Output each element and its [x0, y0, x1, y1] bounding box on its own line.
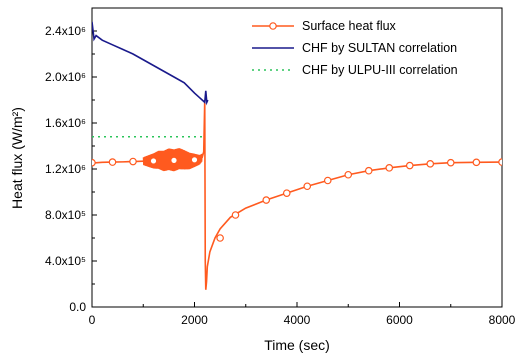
surface-heat-flux-point: [129, 157, 137, 166]
legend-label: Surface heat flux: [302, 19, 397, 33]
sultan-chf-line: [92, 21, 209, 106]
heat-flux-oscillation: [142, 148, 203, 172]
surface-heat-flux-point: [426, 160, 435, 168]
surface-heat-flux-point: [498, 158, 502, 166]
y-tick-label: 8.0x10⁵: [45, 208, 86, 222]
y-tick-label: 2.4x10⁶: [45, 24, 86, 38]
surface-heat-flux-point: [405, 161, 414, 170]
x-tick-label: 6000: [386, 313, 413, 327]
legend-label: CHF by SULTAN correlation: [302, 41, 457, 55]
surface-heat-flux-point: [170, 156, 178, 165]
surface-heat-flux-line: [92, 99, 502, 290]
x-tick-label: 2000: [181, 313, 208, 327]
surface-heat-flux-point: [92, 158, 96, 167]
x-tick-label: 8000: [489, 313, 516, 327]
surface-heat-flux-point: [149, 157, 158, 165]
surface-heat-flux-point: [108, 158, 117, 166]
series-layer: [92, 21, 502, 290]
y-tick-label: 0.0: [69, 300, 86, 314]
surface-heat-flux-point: [231, 211, 240, 219]
y-tick-label: 1.6x10⁶: [45, 116, 86, 130]
x-axis: 0 2000 4000 6000 8000: [89, 302, 516, 327]
legend-item: CHF by ULPU-III correlation: [252, 63, 458, 77]
surface-heat-flux-point: [282, 189, 291, 197]
x-axis-title: Time (sec): [264, 337, 330, 353]
y-tick-label: 1.2x10⁶: [45, 162, 86, 176]
surface-heat-flux-point: [323, 176, 332, 185]
y-axis-title: Heat flux (W/m²): [9, 107, 25, 209]
y-tick-label: 4.0x10⁵: [45, 254, 86, 268]
surface-heat-flux-point: [216, 234, 224, 242]
x-tick-label: 4000: [284, 313, 311, 327]
x-tick-label: 0: [89, 313, 96, 327]
series-1: [92, 21, 209, 106]
y-tick-label: 2.0x10⁶: [45, 70, 86, 84]
surface-heat-flux-point: [385, 164, 394, 172]
surface-heat-flux-point: [303, 182, 312, 191]
surface-heat-flux-point: [262, 196, 271, 204]
legend-label: CHF by ULPU-III correlation: [302, 63, 458, 77]
surface-heat-flux-point: [364, 166, 373, 175]
legend-marker: [269, 22, 277, 30]
surface-heat-flux-point: [472, 158, 481, 167]
surface-heat-flux-point: [446, 158, 455, 167]
surface-heat-flux-point: [344, 170, 353, 179]
series-0: [92, 99, 502, 290]
y-axis: 0.0 4.0x10⁵ 8.0x10⁵ 1.2x10⁶ 1.6x10⁶ 2.0x10⁶ 2.…: [45, 24, 97, 314]
legend: Surface heat flux CHF by SULTAN correlati…: [252, 19, 458, 77]
surface-heat-flux-point: [190, 156, 199, 164]
legend-item: CHF by SULTAN correlation: [252, 41, 457, 55]
legend-item: Surface heat flux: [252, 19, 397, 33]
